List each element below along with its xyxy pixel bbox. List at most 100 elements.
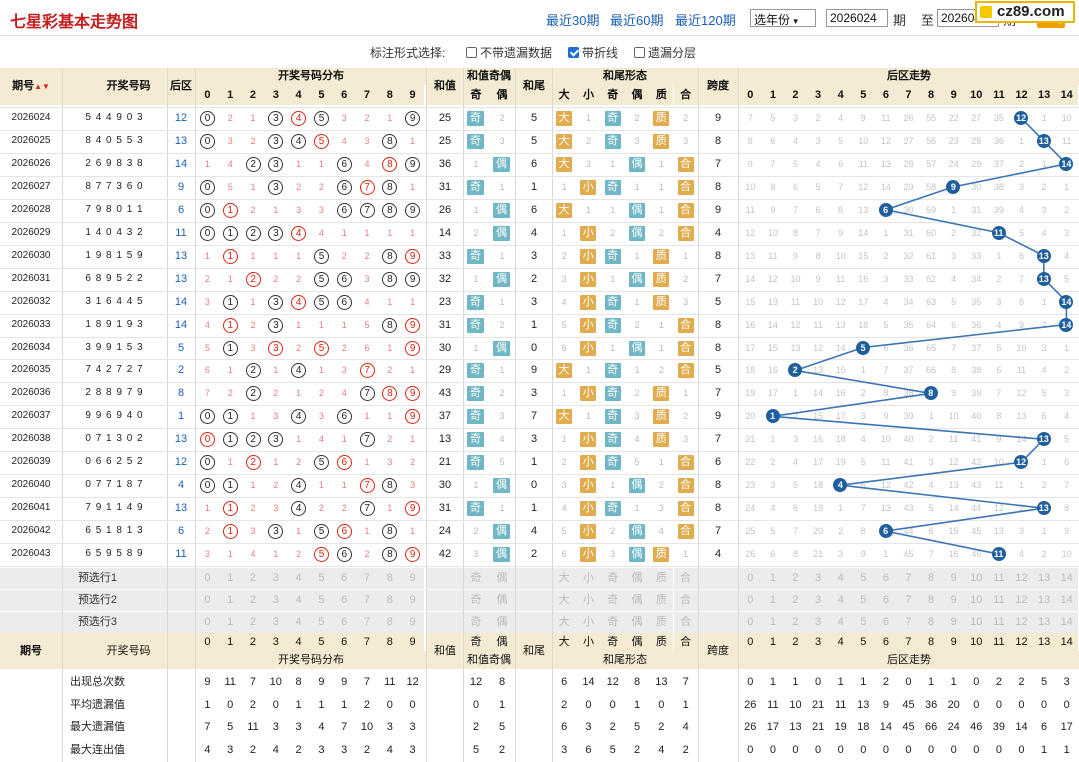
preselect-digit-button[interactable]: 5 [310, 568, 333, 589]
preselect-digit-button[interactable]: 0 [196, 612, 219, 633]
preselect-digit-button[interactable]: 7 [355, 568, 379, 589]
preselect-digit-button[interactable]: 5 [310, 590, 333, 611]
preselect-oe-button[interactable]: 奇 [463, 590, 489, 611]
preselect-tail-form-button[interactable]: 小 [576, 590, 601, 611]
preselect-back-button[interactable]: 10 [965, 612, 988, 633]
preselect-back-button[interactable]: 12 [1010, 590, 1033, 611]
year-select[interactable]: 选年份 ▾ [750, 9, 816, 27]
recent-60-link[interactable]: 最近60期 [610, 13, 664, 28]
preselect-digit-button[interactable]: 2 [241, 568, 265, 589]
preselect-back-button[interactable]: 14 [1055, 568, 1078, 589]
preselect-digit-button[interactable]: 1 [218, 590, 242, 611]
checkbox-no-missing[interactable] [466, 47, 477, 58]
preselect-back-button[interactable]: 8 [919, 568, 943, 589]
preselect-back-button[interactable]: 8 [919, 590, 943, 611]
preselect-tail-form-button[interactable]: 大 [552, 612, 577, 633]
preselect-digit-button[interactable]: 8 [378, 568, 402, 589]
preselect-back-button[interactable]: 9 [942, 568, 965, 589]
preselect-digit-button[interactable]: 7 [355, 612, 379, 633]
preselect-digit-button[interactable]: 2 [241, 612, 265, 633]
preselect-back-button[interactable]: 5 [852, 612, 875, 633]
preselect-digit-button[interactable]: 1 [218, 612, 242, 633]
preselect-back-button[interactable]: 5 [852, 590, 875, 611]
preselect-tail-form-button[interactable]: 奇 [600, 590, 625, 611]
option-no-missing[interactable]: 不带遗漏数据 [466, 44, 552, 61]
preselect-back-button[interactable]: 9 [942, 590, 965, 611]
preselect-digit-button[interactable]: 6 [332, 612, 356, 633]
preselect-back-button[interactable]: 0 [739, 568, 762, 589]
recent-120-link[interactable]: 最近120期 [675, 13, 736, 28]
preselect-back-button[interactable]: 4 [829, 612, 852, 633]
preselect-tail-form-button[interactable]: 合 [673, 590, 698, 611]
preselect-back-button[interactable]: 11 [987, 612, 1011, 633]
preselect-oe-button[interactable]: 奇 [463, 568, 489, 589]
preselect-back-button[interactable]: 14 [1055, 612, 1078, 633]
preselect-back-button[interactable]: 4 [829, 568, 852, 589]
preselect-tail-form-button[interactable]: 偶 [624, 612, 650, 633]
preselect-oe-button[interactable]: 偶 [489, 568, 515, 589]
preselect-back-button[interactable]: 7 [897, 612, 920, 633]
preselect-back-button[interactable]: 4 [829, 590, 852, 611]
preselect-back-button[interactable]: 1 [761, 590, 785, 611]
preselect-back-button[interactable]: 12 [1010, 568, 1033, 589]
preselect-oe-button[interactable]: 偶 [489, 612, 515, 633]
preselect-back-button[interactable]: 2 [784, 568, 807, 589]
preselect-back-button[interactable]: 14 [1055, 590, 1078, 611]
preselect-digit-button[interactable]: 0 [196, 590, 219, 611]
preselect-digit-button[interactable]: 9 [401, 590, 424, 611]
issue-header[interactable]: 期号▲▼ [0, 68, 62, 105]
from-issue-input[interactable]: 2026024 [826, 9, 888, 27]
checkbox-with-line[interactable] [568, 47, 579, 58]
preselect-tail-form-button[interactable]: 偶 [624, 568, 650, 589]
preselect-back-button[interactable]: 0 [739, 590, 762, 611]
preselect-tail-form-button[interactable]: 合 [673, 568, 698, 589]
preselect-back-button[interactable]: 10 [965, 568, 988, 589]
preselect-tail-form-button[interactable]: 小 [576, 612, 601, 633]
preselect-back-button[interactable]: 10 [965, 590, 988, 611]
preselect-oe-button[interactable]: 奇 [463, 612, 489, 633]
preselect-digit-button[interactable]: 3 [264, 612, 288, 633]
preselect-digit-button[interactable]: 1 [218, 568, 242, 589]
preselect-tail-form-button[interactable]: 大 [552, 590, 577, 611]
preselect-oe-button[interactable]: 偶 [489, 590, 515, 611]
option-with-line[interactable]: 带折线 [568, 44, 618, 61]
preselect-back-button[interactable]: 12 [1010, 612, 1033, 633]
recent-30-link[interactable]: 最近30期 [546, 13, 600, 28]
preselect-back-button[interactable]: 13 [1032, 568, 1056, 589]
preselect-back-button[interactable]: 2 [784, 612, 807, 633]
preselect-back-button[interactable]: 7 [897, 568, 920, 589]
preselect-digit-button[interactable]: 8 [378, 612, 402, 633]
preselect-digit-button[interactable]: 5 [310, 612, 333, 633]
preselect-back-button[interactable]: 2 [784, 590, 807, 611]
preselect-digit-button[interactable]: 4 [287, 590, 310, 611]
preselect-digit-button[interactable]: 6 [332, 590, 356, 611]
preselect-back-button[interactable]: 3 [806, 590, 830, 611]
preselect-tail-form-button[interactable]: 合 [673, 612, 698, 633]
preselect-tail-form-button[interactable]: 质 [649, 612, 674, 633]
preselect-back-button[interactable]: 0 [739, 612, 762, 633]
preselect-back-button[interactable]: 6 [874, 568, 898, 589]
preselect-tail-form-button[interactable]: 质 [649, 568, 674, 589]
preselect-tail-form-button[interactable]: 奇 [600, 612, 625, 633]
preselect-back-button[interactable]: 6 [874, 590, 898, 611]
preselect-back-button[interactable]: 8 [919, 612, 943, 633]
preselect-back-button[interactable]: 6 [874, 612, 898, 633]
option-missing-layer[interactable]: 遗漏分层 [634, 44, 696, 61]
preselect-tail-form-button[interactable]: 质 [649, 590, 674, 611]
preselect-digit-button[interactable]: 6 [332, 568, 356, 589]
preselect-digit-button[interactable]: 4 [287, 612, 310, 633]
sort-icon[interactable]: ▲▼ [34, 82, 50, 91]
preselect-back-button[interactable]: 7 [897, 590, 920, 611]
preselect-digit-button[interactable]: 4 [287, 568, 310, 589]
preselect-digit-button[interactable]: 3 [264, 568, 288, 589]
preselect-back-button[interactable]: 13 [1032, 612, 1056, 633]
preselect-tail-form-button[interactable]: 小 [576, 568, 601, 589]
preselect-back-button[interactable]: 11 [987, 568, 1011, 589]
preselect-digit-button[interactable]: 9 [401, 568, 424, 589]
preselect-back-button[interactable]: 5 [852, 568, 875, 589]
preselect-back-button[interactable]: 1 [761, 612, 785, 633]
preselect-tail-form-button[interactable]: 偶 [624, 590, 650, 611]
preselect-digit-button[interactable]: 8 [378, 590, 402, 611]
preselect-back-button[interactable]: 11 [987, 590, 1011, 611]
preselect-back-button[interactable]: 1 [761, 568, 785, 589]
